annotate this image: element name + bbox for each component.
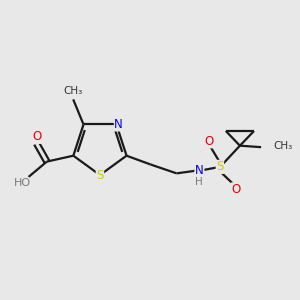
Text: S: S	[96, 169, 103, 182]
Text: CH₃: CH₃	[64, 86, 83, 96]
Text: CH₃: CH₃	[274, 141, 293, 151]
Text: HO: HO	[14, 178, 31, 188]
Text: O: O	[231, 183, 240, 196]
Text: S: S	[216, 160, 224, 173]
Text: O: O	[204, 135, 213, 148]
Text: N: N	[195, 164, 204, 177]
Text: O: O	[32, 130, 42, 143]
Text: N: N	[114, 118, 123, 131]
Text: H: H	[195, 177, 203, 187]
